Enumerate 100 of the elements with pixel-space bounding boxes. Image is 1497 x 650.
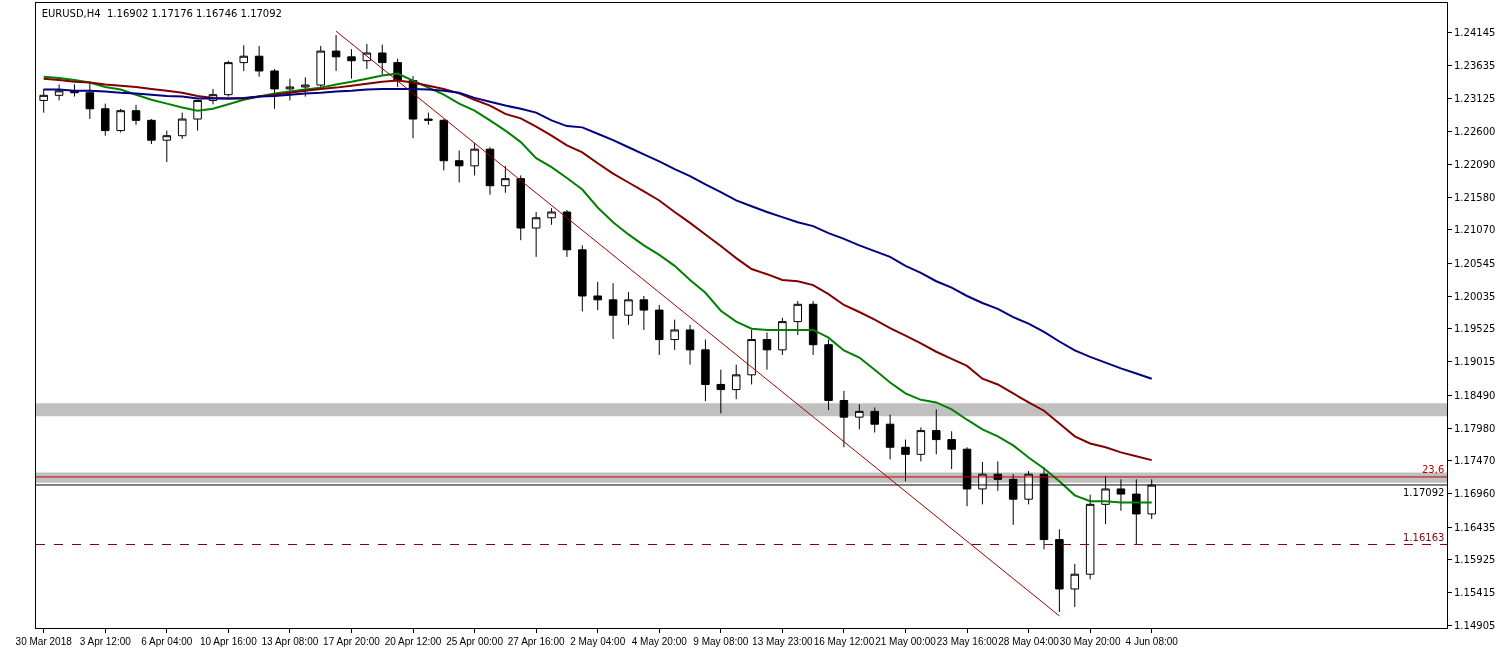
x-tick-label: 25 Apr 00:00 — [446, 636, 504, 647]
y-tick-label: 1.14905 — [1454, 619, 1496, 631]
candlestick — [731, 364, 741, 400]
x-tick-label: 4 Jun 08:00 — [1125, 636, 1179, 647]
candlestick — [485, 146, 495, 196]
y-tick-label: 1.20545 — [1454, 258, 1496, 270]
y-tick-label: 1.21580 — [1454, 191, 1496, 203]
candlestick — [654, 304, 664, 356]
candlestick — [454, 149, 464, 184]
candlestick — [778, 317, 787, 356]
candlestick — [147, 118, 156, 145]
x-tick-label: 23 May 16:00 — [936, 636, 998, 647]
candlestick — [1085, 494, 1095, 580]
candlestick — [747, 329, 756, 385]
x-tick-label: 2 May 04:00 — [570, 636, 626, 647]
candlestick — [531, 211, 541, 258]
candlestick — [470, 142, 479, 176]
x-tick-label: 21 May 00:00 — [875, 636, 937, 647]
x-tick-label: 13 Apr 08:00 — [261, 636, 319, 647]
x-tick-label: 17 Apr 20:00 — [323, 636, 381, 647]
line-series — [42, 87, 1153, 380]
candlestick — [224, 60, 233, 98]
candlestick — [424, 112, 433, 126]
candlestick — [254, 45, 264, 78]
candlestick — [116, 108, 125, 133]
candlestick — [793, 300, 803, 336]
x-tick-label: 30 Mar 2018 — [15, 636, 73, 647]
candlestick — [193, 99, 202, 132]
candlestick — [901, 439, 910, 482]
candlestick — [1070, 563, 1080, 608]
candlestick — [885, 414, 895, 460]
y-tick-label: 1.22090 — [1454, 159, 1496, 171]
x-tick-label: 28 May 04:00 — [998, 636, 1060, 647]
candlestick — [808, 300, 818, 356]
ref-line-label: 1.17092 — [1403, 487, 1445, 498]
candlestick — [578, 244, 587, 312]
candlestick — [608, 282, 618, 340]
candlestick — [85, 82, 95, 120]
y-tick-label: 1.21070 — [1454, 224, 1496, 236]
candlestick — [824, 339, 833, 411]
y-tick-label: 1.16960 — [1454, 487, 1496, 499]
candlestick — [839, 390, 849, 448]
ref-line-label: 1.16163 — [1403, 532, 1445, 543]
candlestick — [131, 104, 141, 126]
y-tick-label: 1.16435 — [1454, 521, 1496, 533]
y-tick-label: 1.17470 — [1454, 455, 1496, 467]
candlestick — [562, 209, 572, 258]
candlestick — [716, 369, 726, 414]
annotation: 23,6 — [1422, 464, 1445, 475]
y-tick-label: 1.20035 — [1454, 290, 1496, 302]
candlestick — [270, 68, 279, 110]
x-tick-label: 4 May 20:00 — [631, 636, 688, 647]
y-tick-label: 1.23635 — [1454, 60, 1496, 72]
candlestick — [162, 130, 172, 163]
x-tick-label: 3 Apr 12:00 — [79, 636, 132, 647]
candlestick — [301, 76, 310, 98]
candlestick — [593, 281, 602, 311]
candlestick — [377, 44, 387, 76]
candlestick — [285, 78, 295, 101]
candlestick — [916, 426, 926, 462]
candlestick — [855, 403, 864, 430]
candlestick — [639, 295, 649, 331]
x-tick-label: 30 May 20:00 — [1059, 636, 1121, 647]
x-tick-label: 9 May 08:00 — [693, 636, 749, 647]
candlestick — [670, 319, 679, 351]
x-tick-label: 20 Apr 12:00 — [384, 636, 442, 647]
candlestick — [439, 118, 449, 171]
candlestick — [177, 112, 187, 140]
candlestick — [516, 174, 526, 241]
candlestick — [947, 430, 956, 470]
candlestick — [685, 324, 695, 366]
candlestick — [501, 165, 510, 194]
candlestick — [239, 44, 249, 72]
y-tick-label: 1.24145 — [1454, 27, 1496, 39]
y-tick-label: 1.15415 — [1454, 586, 1496, 598]
candlestick — [331, 34, 341, 72]
candlestick — [547, 207, 556, 226]
candlestick — [54, 83, 64, 101]
y-tick-label: 1.19015 — [1454, 356, 1496, 368]
candlestick — [870, 407, 879, 434]
y-tick-label: 1.15925 — [1454, 554, 1496, 566]
y-tick-label: 1.23125 — [1454, 92, 1496, 104]
candlestick — [762, 332, 772, 371]
candlestick — [931, 408, 941, 455]
candlestick — [701, 339, 710, 402]
y-tick-label: 1.19525 — [1454, 323, 1496, 335]
candlestick — [1055, 528, 1064, 613]
x-tick-label: 16 May 12:00 — [813, 636, 875, 647]
x-tick-label: 10 Apr 16:00 — [200, 636, 258, 647]
y-tick-label: 1.22600 — [1454, 126, 1496, 138]
candlestick — [347, 48, 356, 80]
candlestick — [316, 45, 325, 90]
x-tick-label: 27 Apr 16:00 — [507, 636, 565, 647]
candlestick — [39, 88, 48, 114]
y-tick-label: 1.18490 — [1454, 389, 1496, 401]
x-tick-label: 13 May 23:00 — [752, 636, 814, 647]
candlestick — [100, 103, 110, 137]
candlestick — [624, 291, 633, 326]
x-tick-label: 6 Apr 04:00 — [141, 636, 193, 647]
y-tick-label: 1.17980 — [1454, 422, 1496, 434]
